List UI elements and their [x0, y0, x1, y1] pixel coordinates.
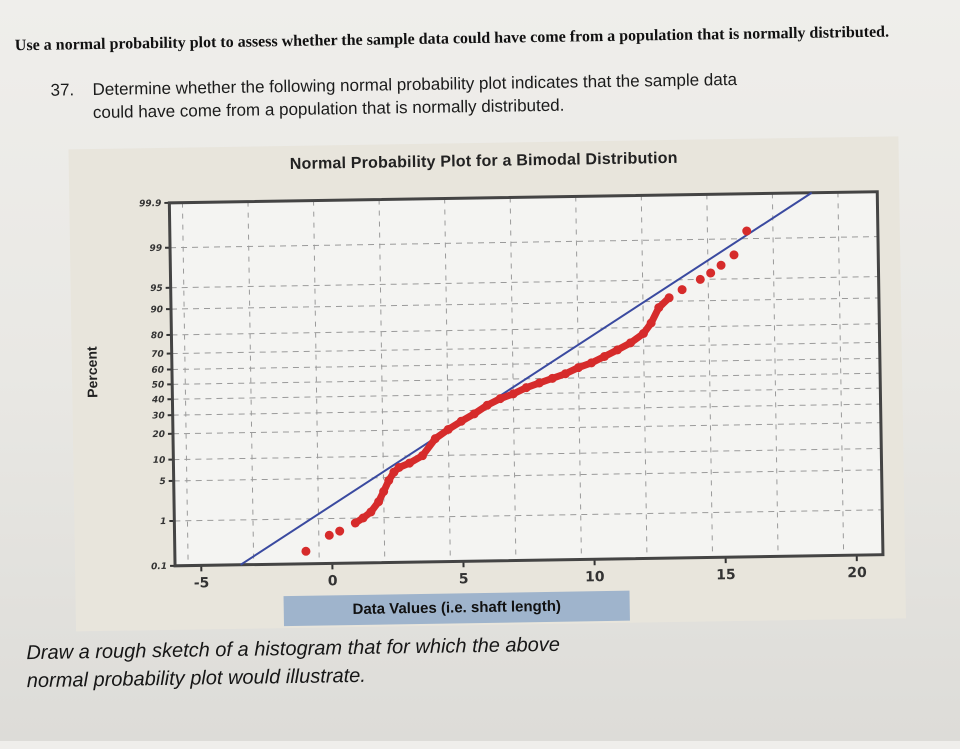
y-tick-label: 20 — [152, 430, 165, 440]
sketch-instruction: Draw a rough sketch of a histogram that … — [26, 625, 927, 695]
x-axis-label: Data Values (i.e. shaft length) — [284, 591, 630, 626]
y-tick-label: 60 — [151, 366, 164, 376]
question-37: 37.Determine whether the following norma… — [50, 65, 931, 125]
instruction-text: Use a normal probability plot to assess … — [15, 21, 945, 57]
x-tick-label: 10 — [585, 569, 605, 585]
y-tick-label: 50 — [152, 380, 165, 390]
y-tick-label: 80 — [151, 331, 164, 341]
y-tick-label: 10 — [153, 456, 166, 466]
y-tick-label: 40 — [151, 395, 165, 405]
y-tick-label: 99 — [149, 244, 162, 254]
y-tick-label: 95 — [150, 284, 163, 294]
y-tick-label: 99.9 — [139, 199, 161, 209]
y-tick-label: 0.1 — [151, 562, 167, 572]
x-tick-label: -5 — [194, 575, 210, 591]
y-tick-label: 30 — [152, 411, 165, 421]
x-tick-label: 20 — [847, 565, 867, 581]
y-tick-label: 70 — [151, 350, 164, 360]
y-tick-label: 90 — [150, 305, 163, 315]
y-tick-label: 5 — [159, 477, 165, 487]
x-tick-label: 5 — [459, 571, 469, 587]
question-number: 37. — [50, 78, 92, 102]
y-tick-label: 1 — [160, 517, 166, 527]
x-tick-label: 15 — [716, 567, 736, 583]
normal-probability-plot: Normal Probability Plot for a Bimodal Di… — [68, 136, 905, 631]
x-tick-label: 0 — [328, 573, 338, 589]
